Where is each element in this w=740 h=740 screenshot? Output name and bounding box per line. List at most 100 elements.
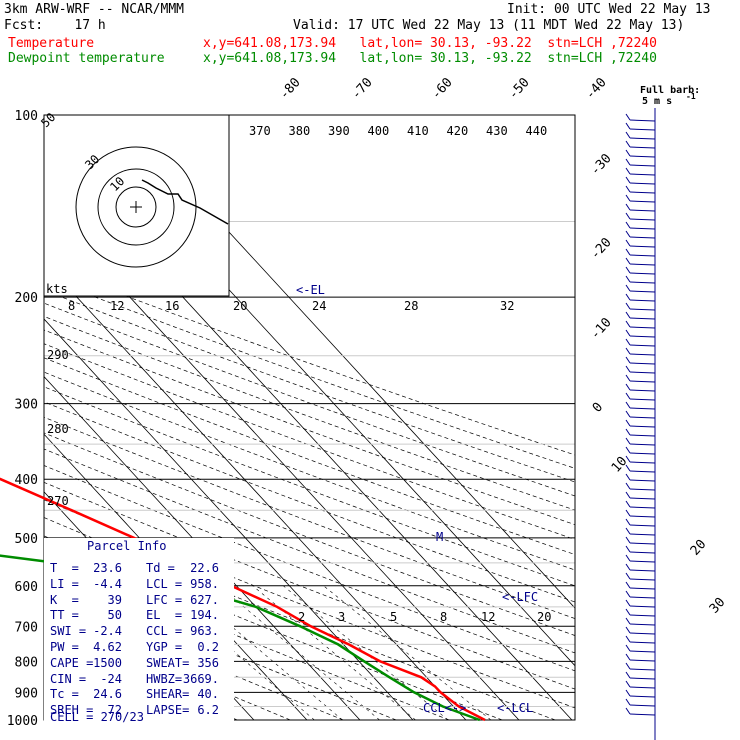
speed-label-20: 20 [233,299,247,313]
wind-barb [625,257,656,266]
mixing-ratio-2 [157,585,315,720]
wind-barb [625,590,656,599]
parcel-info-cell-5-3: 0.2 [197,640,219,654]
barb-flag [625,392,631,400]
barb-shaft [629,461,656,464]
barb-shaft [629,452,656,455]
barb-shaft [629,542,656,545]
wind-barb [625,545,656,554]
barb-shaft [629,479,656,482]
barb-shaft [629,317,656,320]
parcel-info-cell-8-0: Tc = [50,687,79,702]
barb-flag [625,455,631,463]
mixing-ratio-3 [183,585,343,720]
barb-shaft [629,443,656,446]
barb-flag [625,437,631,445]
speed-label-16: 16 [165,299,179,313]
theta-label-400: 400 [368,124,390,138]
parcel-info-cell-4-2: CCL = [146,624,183,639]
barb-shaft [629,641,656,644]
barb-flag [625,383,631,391]
barb-shaft [629,200,656,203]
pressure-label-500: 500 [15,532,38,547]
barb-key-title: Full barb: [640,85,700,96]
wind-barb [625,491,656,500]
wind-barb [625,626,656,635]
barb-flag [625,266,631,274]
parcel-info-cell-0-2: Td = [146,561,175,575]
parcel-info-cell-1-1: -4.4 [93,576,122,591]
theta-label-370: 370 [249,124,271,138]
pressure-label-1000: 1000 [7,714,38,729]
barb-shaft [629,146,656,149]
lfc-marker: <-LFC [502,590,538,604]
wind-barb [625,500,656,509]
parcel-info-cell-3-0: TT = [50,608,79,623]
isotherm-label--60: -60 [429,75,456,102]
parcel-info-cell-1-3: 958. [190,576,219,591]
parcel-info-cell-5-2: YGP = [146,640,183,654]
temperature-location: x,y=641.08,173.94 lat,lon= 30.13, -93.22… [203,36,657,51]
wind-barb [625,374,656,383]
theta-label-420: 420 [447,124,469,138]
barb-shaft [629,659,656,662]
barb-flag [625,302,631,310]
left-label-270: 270 [47,494,69,508]
barb-flag [625,671,631,679]
wind-barb [625,329,656,338]
parcel-info-cell-3-1: 50 [107,608,122,623]
isotherm-label--30: -30 [588,151,615,178]
pressure-label-900: 900 [15,686,38,701]
wind-barb [625,662,656,671]
parcel-info-cell-9-1: 72 [107,703,122,718]
wind-barb [625,473,656,482]
barb-flag [625,689,631,697]
barb-flag [625,167,631,175]
barb-shaft [629,614,656,617]
parcel-info-cell-2-0: K = [50,592,79,607]
lcl-marker: <-LCL [497,701,533,715]
barb-shaft [629,119,656,122]
barb-shaft [629,245,656,248]
barb-shaft [629,497,656,500]
barb-flag [625,644,631,652]
theta-label-430: 430 [486,124,508,138]
barb-flag [625,617,631,625]
hodograph-ring-1 [97,168,175,246]
wind-barb [625,455,656,464]
el-marker: <-EL [296,283,325,297]
wind-barb [625,419,656,428]
parcel-info-box [44,538,234,728]
wind-barb [625,131,656,140]
barb-flag [625,365,631,373]
barb-shaft [629,137,656,140]
wind-barbs [625,108,656,740]
barb-flag [625,122,631,130]
wind-barb [625,230,656,239]
barb-flag [625,464,631,472]
isotherm-10 [44,318,414,720]
barb-shaft [629,515,656,518]
dewpoint-location: x,y=641.08,173.94 lat,lon= 30.13, -93.22… [203,51,657,66]
barb-flag [625,374,631,382]
barb-shaft [629,713,656,716]
barb-shaft [629,380,656,383]
wind-barb [625,311,656,320]
parcel-info-cell-2-1: 39 [107,592,122,607]
parcel-info-cell-0-0: T = [50,561,79,575]
isotherm-label-20: 20 [688,537,710,559]
wind-barb [625,482,656,491]
left-label-280: 280 [47,422,69,436]
wind-barb [625,266,656,275]
barb-flag [625,482,631,490]
barb-shaft [629,587,656,590]
barb-flag [625,410,631,418]
barb-shaft [629,488,656,491]
barb-shaft [629,560,656,563]
barb-flag [625,428,631,436]
wind-barb [625,446,656,455]
barb-flag [625,599,631,607]
barb-shaft [629,182,656,185]
wind-barb [625,572,656,581]
wind-barb [625,689,656,698]
